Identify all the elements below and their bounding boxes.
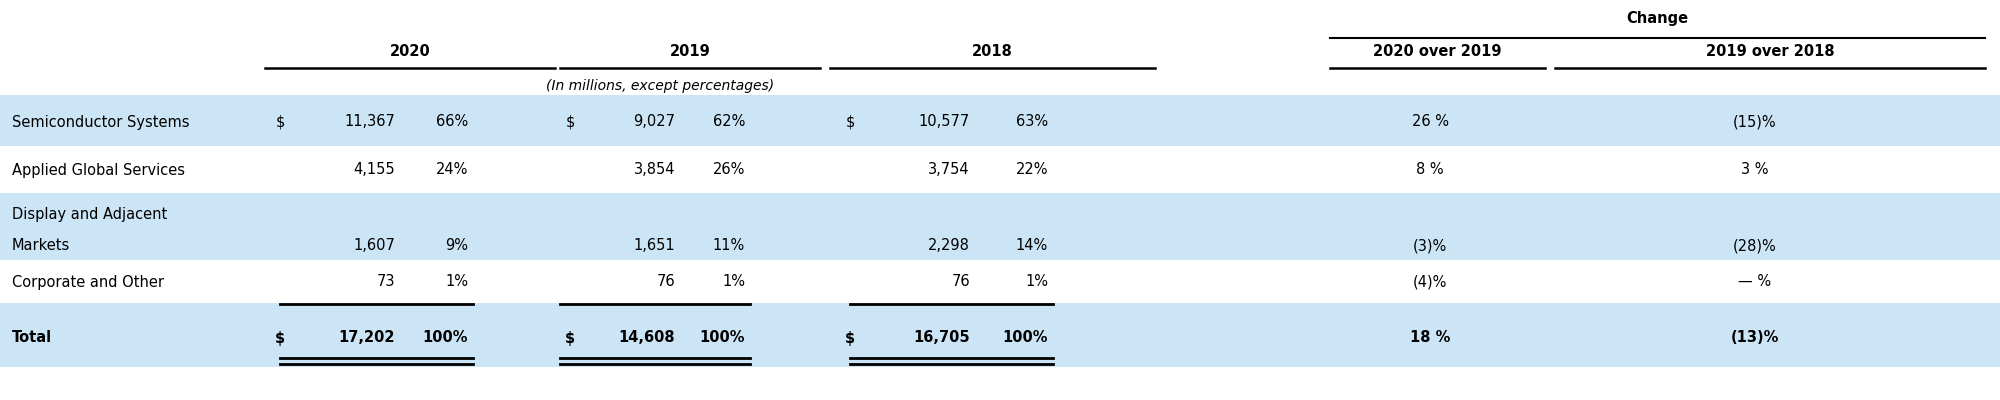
Text: 3,754: 3,754 [928,162,970,178]
Text: $: $ [844,330,856,346]
Text: 100%: 100% [700,330,744,346]
Text: 62%: 62% [712,114,744,130]
Text: 2020 over 2019: 2020 over 2019 [1374,44,1502,58]
Text: 26 %: 26 % [1412,114,1448,130]
Text: 2019 over 2018: 2019 over 2018 [1706,44,1834,58]
Text: 2018: 2018 [972,44,1012,58]
Bar [0,95,2000,146]
Text: 76: 76 [656,274,676,290]
Text: 18 %: 18 % [1410,330,1450,346]
Text: 3 %: 3 % [1742,162,1768,178]
Text: 100%: 100% [422,330,468,346]
Text: $: $ [566,114,576,130]
Bar [0,193,2000,260]
Text: 9%: 9% [444,238,468,254]
Bar [0,146,2000,193]
Text: (28)%: (28)% [1734,238,1776,254]
Text: $: $ [276,114,286,130]
Text: 14%: 14% [1016,238,1048,254]
Text: (4)%: (4)% [1412,274,1448,290]
Bar [0,303,2000,367]
Text: 1%: 1% [444,274,468,290]
Text: $: $ [846,114,856,130]
Text: Change: Change [1626,10,1688,26]
Text: 2020: 2020 [390,44,430,58]
Text: 10,577: 10,577 [918,114,970,130]
Bar [0,260,2000,303]
Text: 22%: 22% [1016,162,1048,178]
Text: 24%: 24% [436,162,468,178]
Text: 76: 76 [952,274,970,290]
Text: 66%: 66% [436,114,468,130]
Text: Display and Adjacent: Display and Adjacent [12,208,168,222]
Text: 1,607: 1,607 [354,238,396,254]
Text: 1,651: 1,651 [634,238,676,254]
Text: 16,705: 16,705 [914,330,970,346]
Text: Corporate and Other: Corporate and Other [12,274,164,290]
Text: (3)%: (3)% [1412,238,1448,254]
Text: (15)%: (15)% [1734,114,1776,130]
Text: 2,298: 2,298 [928,238,970,254]
Text: 17,202: 17,202 [338,330,396,346]
Text: (In millions, except percentages): (In millions, except percentages) [546,79,774,93]
Text: (13)%: (13)% [1730,330,1780,346]
Text: 14,608: 14,608 [618,330,676,346]
Text: 11,367: 11,367 [344,114,396,130]
Text: 1%: 1% [1024,274,1048,290]
Text: $: $ [274,330,286,346]
Text: — %: — % [1738,274,1772,290]
Text: 2019: 2019 [670,44,710,58]
Text: 1%: 1% [722,274,744,290]
Text: 11%: 11% [712,238,744,254]
Text: 4,155: 4,155 [354,162,396,178]
Text: 26%: 26% [712,162,744,178]
Text: 100%: 100% [1002,330,1048,346]
Text: 3,854: 3,854 [634,162,676,178]
Text: Markets: Markets [12,238,70,254]
Text: 8 %: 8 % [1416,162,1444,178]
Text: 9,027: 9,027 [632,114,676,130]
Text: Total: Total [12,330,52,346]
Text: 73: 73 [376,274,396,290]
Text: Semiconductor Systems: Semiconductor Systems [12,114,190,130]
Text: 63%: 63% [1016,114,1048,130]
Text: $: $ [564,330,576,346]
Text: Applied Global Services: Applied Global Services [12,162,184,178]
